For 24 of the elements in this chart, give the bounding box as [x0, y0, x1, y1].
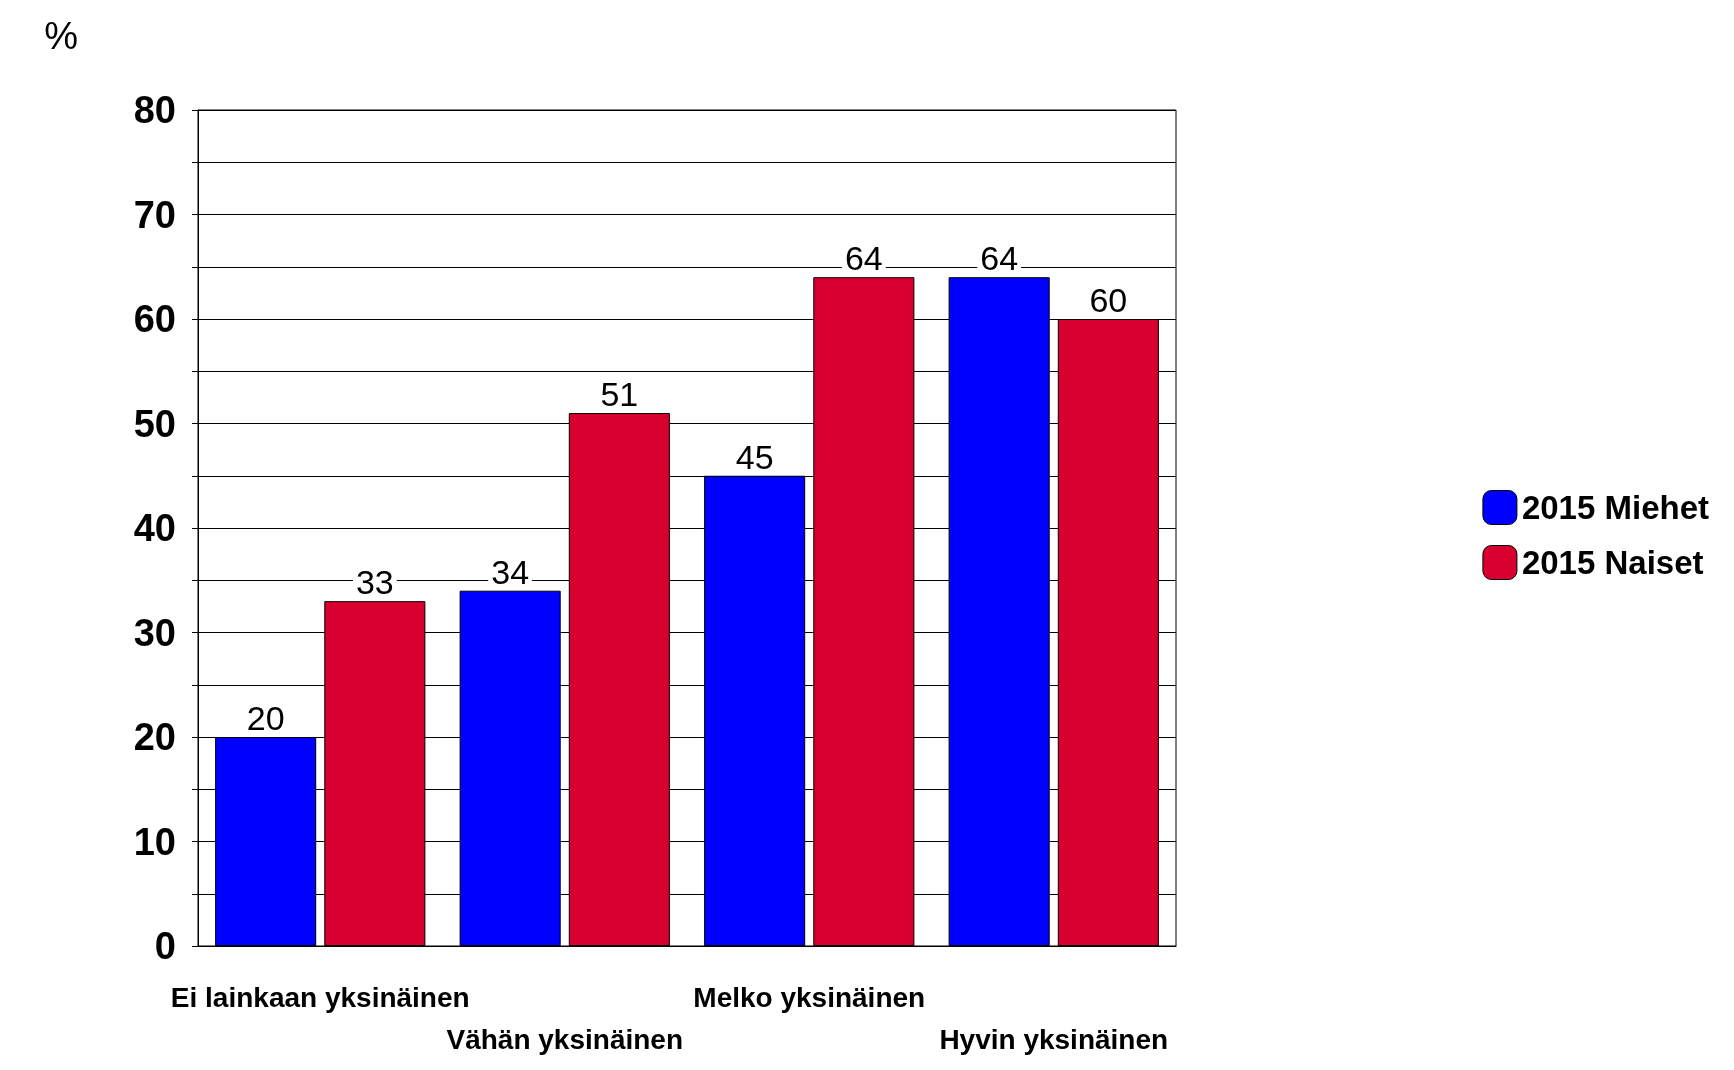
y-tick-label: 70 — [133, 193, 176, 236]
y-tick-label: 40 — [133, 507, 176, 549]
y-tick-label: 30 — [133, 611, 176, 654]
data-label: 45 — [735, 437, 774, 476]
data-label: 51 — [600, 375, 639, 414]
y-tick-label: 50 — [133, 402, 176, 445]
y-tick-label: 0 — [154, 925, 176, 967]
data-label: 20 — [246, 699, 285, 737]
data-label: 60 — [1089, 281, 1128, 319]
y-tick-label: 60 — [133, 298, 176, 340]
data-label: 64 — [980, 239, 1019, 278]
x-tick-label: Vähän yksinäinen — [446, 1023, 684, 1055]
y-tick-label: 10 — [133, 820, 176, 863]
data-label: 33 — [355, 563, 394, 602]
x-tick-label: Melko yksinäinen — [693, 981, 926, 1013]
data-label: 64 — [844, 239, 883, 278]
x-tick-label: Hyvin yksinäinen — [939, 1023, 1169, 1055]
y-axis-title: % — [44, 15, 78, 57]
legend-label: 2015 Naiset — [1521, 544, 1704, 581]
y-tick-label: 80 — [133, 89, 176, 131]
x-tick-label: Ei lainkaan yksinäinen — [170, 981, 470, 1013]
data-label: 34 — [491, 552, 530, 591]
legend-label: 2015 Miehet — [1521, 489, 1710, 526]
y-tick-label: 20 — [133, 716, 176, 758]
